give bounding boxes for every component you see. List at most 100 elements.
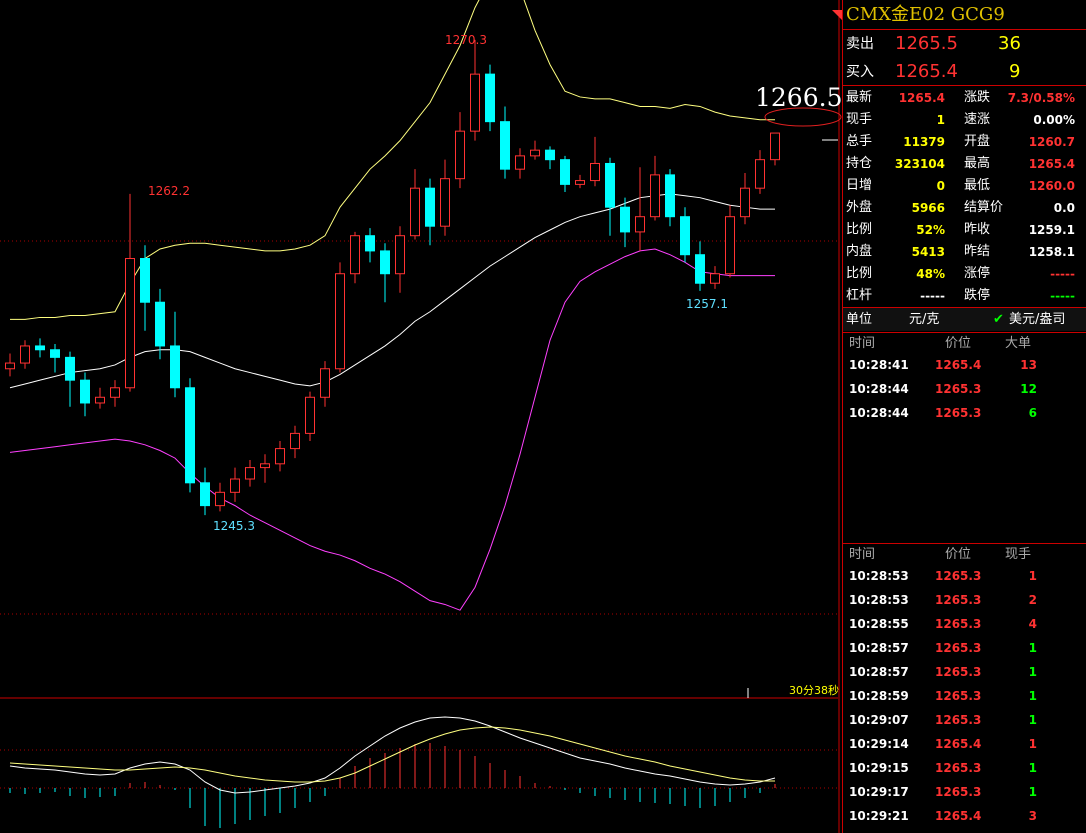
candle-body (545, 149, 555, 161)
candle-body (455, 130, 465, 180)
stat-row: 外盘 5966 结算价 0.0 (843, 197, 1086, 219)
stat-value: 1 (936, 113, 945, 127)
trade-row: 10:28:53 1265.3 2 (843, 589, 1086, 611)
cursor-price: 1266.5 (755, 83, 842, 112)
trade-volume: 4 (1028, 617, 1037, 631)
candle-body (530, 149, 540, 157)
trade-volume: 3 (1028, 809, 1037, 823)
countdown: 30分38秒 (789, 683, 839, 697)
band-line (9, 193, 775, 389)
trade-price: 1265.3 (935, 761, 982, 775)
stat-label: 总手 (846, 134, 873, 149)
candle-body (335, 273, 345, 370)
bid-row: 买入 1265.4 9 (843, 59, 1086, 85)
trade-row: 10:28:55 1265.3 4 (843, 613, 1086, 635)
candle-body (590, 162, 600, 182)
trade-volume: 1 (1028, 785, 1037, 799)
candle-body (365, 235, 375, 252)
unit-usd[interactable]: 美元/盎司 (1009, 312, 1066, 327)
trade-time: 10:28:53 (849, 569, 909, 583)
candle-body (740, 187, 750, 218)
trough-label: 1257.1 (686, 297, 728, 311)
candle-body (380, 250, 390, 275)
table-header: 时间 价位 大单 (843, 333, 1086, 355)
chart: 1270.3 1262.2 1245.3 1257.1 1266.5 30分38… (0, 0, 842, 833)
candle-body (35, 345, 45, 351)
trade-row: 10:28:57 1265.3 1 (843, 661, 1086, 683)
trade-volume: 1 (1028, 569, 1037, 583)
candle-body (215, 491, 225, 507)
trade-row: 10:29:17 1265.3 1 (843, 781, 1086, 803)
stat-label: 昨收 (964, 222, 991, 237)
col-header: 时间 (849, 336, 876, 351)
trade-volume: 6 (1028, 406, 1037, 420)
trade-price: 1265.3 (935, 665, 982, 679)
stat-row: 最新 1265.4 涨跌 7.3/0.58% (843, 87, 1086, 109)
band-line (10, 0, 775, 320)
trade-price: 1265.3 (935, 593, 982, 607)
ask-row: 卖出 1265.5 36 (843, 31, 1086, 57)
stat-label: 内盘 (846, 244, 873, 259)
unit-row: 单位 元/克 ✔ 美元/盎司 (843, 308, 1086, 331)
candle-body (110, 387, 120, 398)
trade-price: 1265.3 (935, 382, 982, 396)
candle-body (620, 206, 630, 233)
trade-row: 10:29:14 1265.4 1 (843, 733, 1086, 755)
trade-volume: 1 (1028, 737, 1037, 751)
trade-time: 10:29:07 (849, 713, 909, 727)
candle-body (260, 463, 270, 469)
candle-body (155, 301, 165, 347)
stat-row: 内盘 5413 昨结 1258.1 (843, 241, 1086, 263)
instrument-title: CMX金E02 GCG9 (846, 4, 1005, 25)
stat-label: 持仓 (846, 156, 873, 171)
stat-label: 速涨 (964, 112, 991, 127)
stat-value: 0.0 (1053, 201, 1075, 215)
candle-body (515, 155, 525, 170)
trade-row: 10:28:41 1265.4 13 (843, 354, 1086, 376)
candle-body (605, 162, 615, 208)
bid-price: 1265.4 (895, 61, 958, 82)
trade-time: 10:28:57 (849, 665, 909, 679)
table-header: 时间 价位 现手 (843, 544, 1086, 566)
stat-label: 最高 (964, 156, 991, 171)
trade-time: 10:28:44 (849, 406, 909, 420)
stat-value: ----- (1050, 289, 1075, 303)
low-label: 1245.3 (213, 519, 255, 533)
stat-row: 比例 52% 昨收 1259.1 (843, 219, 1086, 241)
trade-time: 10:28:53 (849, 593, 909, 607)
stat-value: 323104 (894, 157, 945, 171)
stat-label: 涨跌 (964, 90, 991, 105)
candle-body (65, 356, 75, 381)
trade-time: 10:28:44 (849, 382, 909, 396)
stat-label: 开盘 (964, 134, 991, 149)
candle-body (650, 174, 660, 218)
stat-row: 持仓 323104 最高 1265.4 (843, 153, 1086, 175)
stat-value: 5966 (911, 201, 945, 215)
stat-row: 现手 1 速涨 0.00% (843, 109, 1086, 131)
candle-body (230, 478, 240, 493)
stat-label: 涨停 (964, 266, 991, 281)
high-label: 1270.3 (445, 33, 487, 47)
trade-volume: 1 (1028, 761, 1037, 775)
stat-label: 跌停 (964, 288, 991, 303)
stat-value: 1260.0 (1028, 179, 1075, 193)
macd-line (9, 716, 776, 794)
stat-label: 昨结 (964, 244, 991, 259)
candle-body (425, 187, 435, 227)
macd-panel (9, 716, 776, 828)
candle-body (635, 216, 645, 233)
candle-body (575, 180, 585, 185)
col-header: 价位 (945, 547, 972, 562)
stat-value: ----- (1050, 267, 1075, 281)
unit-cny[interactable]: 元/克 (909, 312, 940, 327)
stat-label: 日增 (846, 178, 873, 193)
trade-row: 10:28:59 1265.3 1 (843, 685, 1086, 707)
stat-row: 日增 0 最低 1260.0 (843, 175, 1086, 197)
peak-label: 1262.2 (148, 184, 190, 198)
candle-body (50, 349, 60, 358)
trade-time: 10:28:59 (849, 689, 909, 703)
stat-value: 1258.1 (1028, 245, 1075, 259)
candle-body (350, 235, 360, 275)
stat-value: 5413 (911, 245, 945, 259)
